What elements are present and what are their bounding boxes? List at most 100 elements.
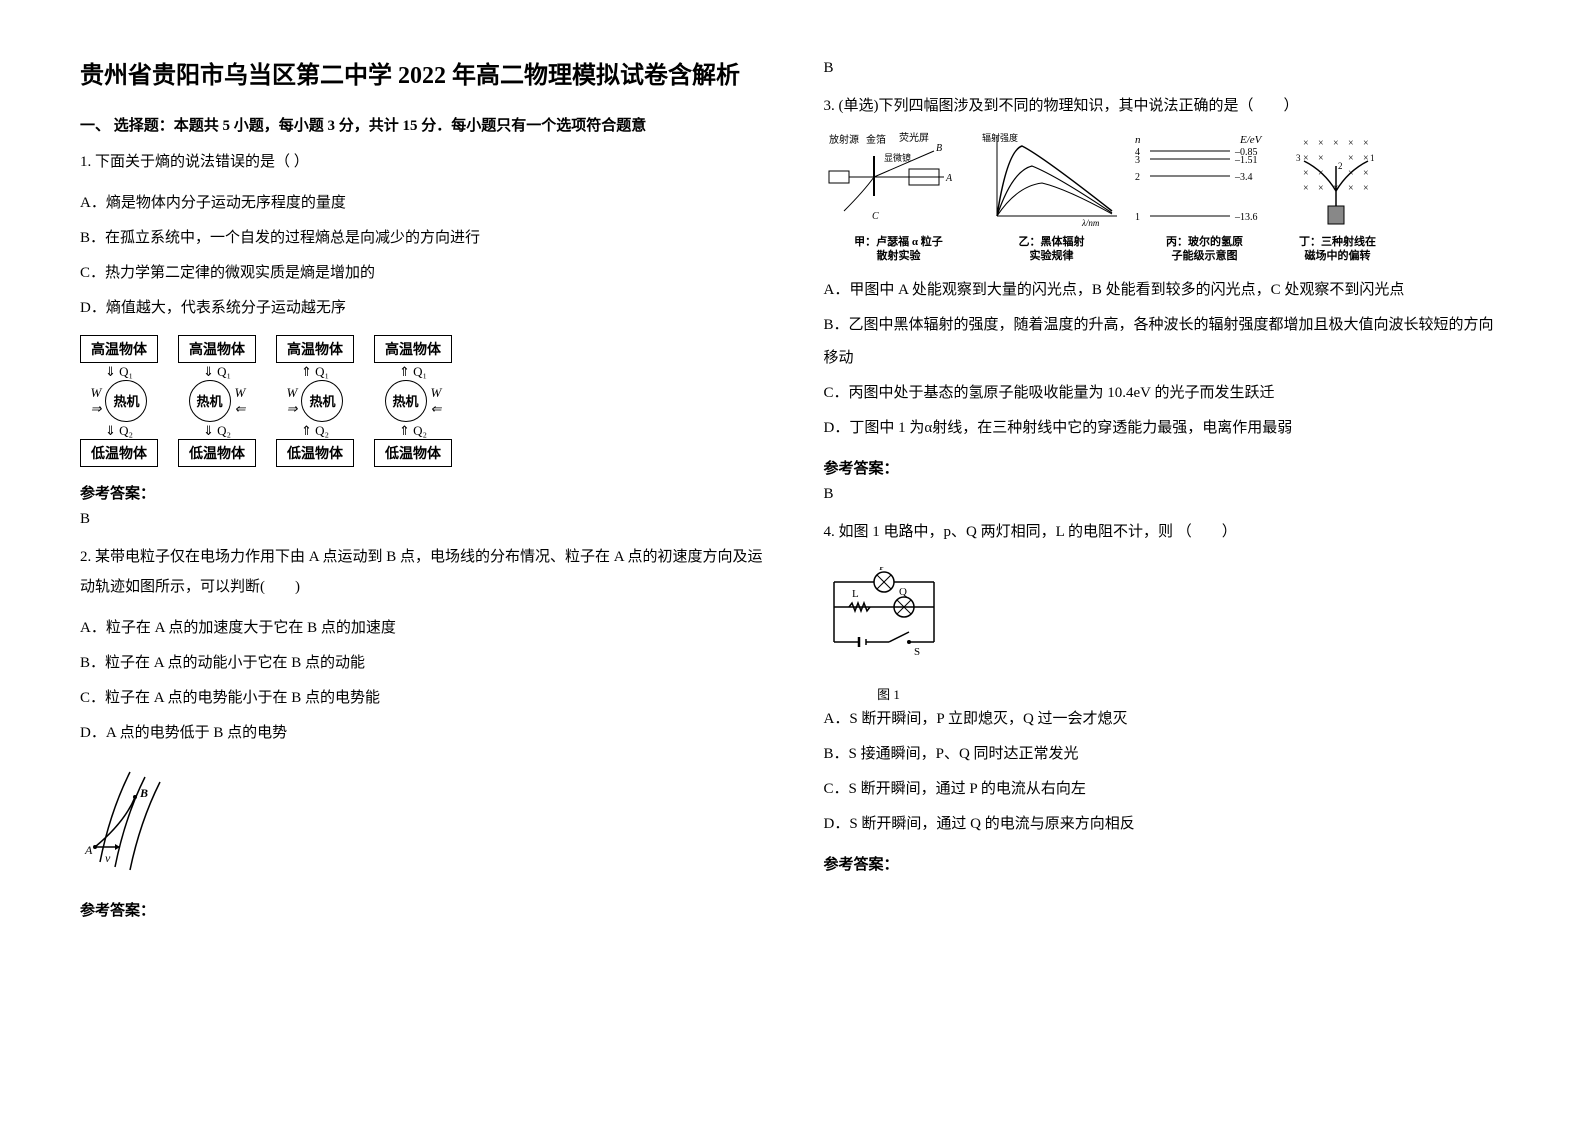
- diagram-jia: 放射源 金箔 荧光屏 A B C 显微镜 甲：卢瑟福 α 粒子散射实验: [824, 131, 974, 264]
- svg-text:×: ×: [1363, 138, 1369, 149]
- answer-label: 参考答案：: [824, 457, 1508, 478]
- page-title: 贵州省贵阳市乌当区第二中学 2022 年高二物理模拟试卷含解析: [80, 60, 764, 94]
- svg-text:A: A: [84, 843, 93, 857]
- cold-body: 低温物体: [276, 439, 354, 467]
- q1-opt-a: A．熵是物体内分子运动无序程度的量度: [80, 187, 764, 220]
- w-label: W⇐: [431, 385, 442, 417]
- svg-text:金箔: 金箔: [866, 133, 886, 146]
- heat-engine: 热机: [385, 380, 427, 422]
- diagram-bing: n E/eV 4 –0.85 3 –1.51 2 –3.4 1 –13.6 丙：…: [1130, 131, 1280, 264]
- heat-engine: 热机: [301, 380, 343, 422]
- svg-text:n: n: [1135, 134, 1141, 146]
- svg-text:×: ×: [1303, 138, 1309, 149]
- q4-opt-c: C．S 断开瞬间，通过 P 的电流从右向左: [824, 773, 1508, 806]
- section-1-header: 一、 选择题：本题共 5 小题，每小题 3 分，共计 15 分．每小题只有一个选…: [80, 114, 764, 135]
- hot-body: 高温物体: [276, 335, 354, 363]
- physics-diagrams: 放射源 金箔 荧光屏 A B C 显微镜 甲：卢瑟福 α 粒子散射实验: [824, 131, 1508, 264]
- q2-opt-c: C．粒子在 A 点的电势能小于在 B 点的电势能: [80, 682, 764, 715]
- svg-text:–13.6: –13.6: [1234, 212, 1258, 223]
- svg-text:C: C: [872, 211, 879, 222]
- caption-yi: 乙：黑体辐射实验规律: [1019, 235, 1085, 264]
- heat-diagram-3: 高温物体 ⇑ Q₁ W⇒ 热机 ⇑ Q₂ 低温物体: [276, 335, 354, 467]
- w-label: W⇐: [235, 385, 246, 417]
- svg-text:–1.51: –1.51: [1234, 155, 1258, 166]
- q1-opt-d: D．熵值越大，代表系统分子运动越无序: [80, 292, 764, 325]
- w-label: W⇒: [287, 385, 298, 417]
- caption-jia: 甲：卢瑟福 α 粒子散射实验: [854, 235, 943, 264]
- svg-text:×: ×: [1318, 153, 1324, 164]
- heat-diagram-1: 高温物体 ⇓ Q₁ W⇒ 热机 ⇓ Q₂ 低温物体: [80, 335, 158, 467]
- hot-body: 高温物体: [178, 335, 256, 363]
- svg-text:3: 3: [1135, 155, 1140, 166]
- right-column: B 3. (单选)下列四幅图涉及到不同的物理知识，其中说法正确的是（ ） 放射源…: [794, 60, 1538, 1062]
- fig1-caption: 图 1: [824, 684, 954, 703]
- svg-text:荧光屏: 荧光屏: [899, 131, 929, 144]
- q1-stem: 1. 下面关于熵的说法错误的是（ ）: [80, 147, 764, 177]
- q3-opt-a: A．甲图中 A 处能观察到大量的闪光点，B 处能看到较多的闪光点，C 处观察不到…: [824, 274, 1508, 307]
- q3-answer: B: [824, 486, 1508, 503]
- q4-opt-b: B．S 接通瞬间，P、Q 同时达正常发光: [824, 738, 1508, 771]
- cold-body: 低温物体: [374, 439, 452, 467]
- svg-text:×: ×: [1348, 138, 1354, 149]
- q1-arrow: ⇓ Q₁: [105, 365, 133, 378]
- q2-opt-d: D．A 点的电势低于 B 点的电势: [80, 717, 764, 750]
- q1-opt-c: C．热力学第二定律的微观实质是熵是增加的: [80, 257, 764, 290]
- cold-body: 低温物体: [80, 439, 158, 467]
- svg-text:×: ×: [1363, 183, 1369, 194]
- svg-text:放射源: 放射源: [829, 133, 859, 146]
- diagram-ding: ××××× ×××× ×××× ××××× 2 1 3 丁：三种射线在磁场中的偏…: [1288, 131, 1388, 264]
- heat-diagrams: 高温物体 ⇓ Q₁ W⇒ 热机 ⇓ Q₂ 低温物体 高温物体 ⇓ Q₁ 热机 W…: [80, 335, 764, 467]
- svg-text:×: ×: [1318, 183, 1324, 194]
- q4-opt-a: A．S 断开瞬间，P 立即熄灭，Q 过一会才熄灭: [824, 703, 1508, 736]
- q2-answer: B: [824, 60, 1508, 77]
- left-column: 贵州省贵阳市乌当区第二中学 2022 年高二物理模拟试卷含解析 一、 选择题：本…: [50, 60, 794, 1062]
- q2-arrow: ⇑ Q₂: [399, 424, 427, 437]
- svg-text:L: L: [852, 588, 859, 600]
- q3-opt-b: B．乙图中黑体辐射的强度，随着温度的升高，各种波长的辐射强度都增加且极大值向波长…: [824, 309, 1508, 375]
- svg-text:A: A: [945, 173, 953, 184]
- circuit-diagram-container: P Q L S 图 1: [824, 557, 1508, 703]
- q2-stem: 2. 某带电粒子仅在电场力作用下由 A 点运动到 B 点，电场线的分布情况、粒子…: [80, 542, 764, 602]
- heat-engine: 热机: [189, 380, 231, 422]
- q1-arrow: ⇑ Q₁: [301, 365, 329, 378]
- svg-text:×: ×: [1363, 168, 1369, 179]
- caption-bing: 丙：玻尔的氢原子能级示意图: [1166, 235, 1243, 264]
- svg-text:Q: Q: [899, 586, 907, 598]
- heat-engine: 热机: [105, 380, 147, 422]
- svg-text:P: P: [879, 567, 885, 573]
- q2-arrow: ⇓ Q₂: [203, 424, 231, 437]
- q1-arrow: ⇓ Q₁: [203, 365, 231, 378]
- q2-arrow: ⇓ Q₂: [105, 424, 133, 437]
- q4-opt-d: D．S 断开瞬间，通过 Q 的电流与原来方向相反: [824, 808, 1508, 841]
- svg-text:1: 1: [1135, 212, 1140, 223]
- svg-text:B: B: [139, 786, 148, 800]
- svg-text:v: v: [105, 851, 111, 865]
- q1-arrow: ⇑ Q₁: [399, 365, 427, 378]
- svg-text:×: ×: [1303, 168, 1309, 179]
- q2-opt-a: A．粒子在 A 点的加速度大于它在 B 点的加速度: [80, 612, 764, 645]
- svg-text:λ/nm: λ/nm: [1081, 218, 1100, 228]
- q3-opt-c: C．丙图中处于基态的氢原子能吸收能量为 10.4eV 的光子而发生跃迁: [824, 377, 1508, 410]
- svg-text:S: S: [914, 646, 920, 658]
- cold-body: 低温物体: [178, 439, 256, 467]
- svg-text:–3.4: –3.4: [1234, 172, 1253, 183]
- answer-label: 参考答案：: [80, 482, 764, 503]
- answer-label: 参考答案：: [824, 853, 1508, 874]
- svg-text:×: ×: [1318, 138, 1324, 149]
- field-lines-diagram: A B v: [80, 762, 190, 872]
- circuit-diagram: P Q L S: [824, 567, 954, 667]
- q1-answer: B: [80, 511, 764, 528]
- svg-text:显微镜: 显微镜: [884, 152, 911, 163]
- svg-text:×: ×: [1348, 153, 1354, 164]
- svg-text:B: B: [936, 143, 942, 154]
- svg-text:×: ×: [1303, 183, 1309, 194]
- q2-arrow: ⇑ Q₂: [301, 424, 329, 437]
- svg-text:E/eV: E/eV: [1239, 134, 1263, 146]
- svg-text:3: 3: [1296, 153, 1301, 163]
- caption-ding: 丁：三种射线在磁场中的偏转: [1299, 235, 1376, 264]
- q3-opt-d: D．丁图中 1 为α射线，在三种射线中它的穿透能力最强，电离作用最弱: [824, 412, 1508, 445]
- svg-text:2: 2: [1135, 172, 1140, 183]
- q3-stem: 3. (单选)下列四幅图涉及到不同的物理知识，其中说法正确的是（ ）: [824, 91, 1508, 121]
- diagram-yi: 辐射强度 λ/nm 乙：黑体辐射实验规律: [982, 131, 1122, 264]
- svg-text:×: ×: [1333, 138, 1339, 149]
